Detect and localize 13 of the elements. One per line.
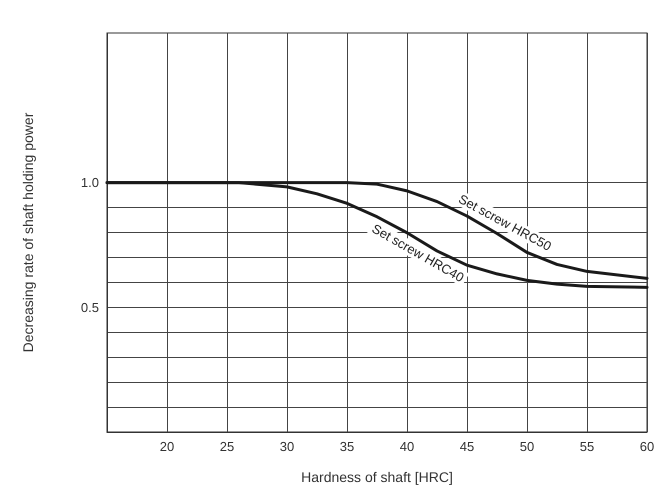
x-tick-label: 20 bbox=[160, 439, 174, 454]
x-tick-label: 55 bbox=[580, 439, 594, 454]
y-axis-title: Decreasing rate of shaft holding power bbox=[20, 112, 36, 352]
x-tick-label: 60 bbox=[640, 439, 654, 454]
x-axis-title: Hardness of shaft [HRC] bbox=[301, 469, 453, 485]
x-tick-label: 45 bbox=[460, 439, 474, 454]
x-tick-label: 25 bbox=[220, 439, 234, 454]
x-tick-label: 30 bbox=[280, 439, 294, 454]
y-tick-label: 1.0 bbox=[80, 175, 99, 190]
x-tick-label: 50 bbox=[520, 439, 534, 454]
x-tick-label: 40 bbox=[400, 439, 414, 454]
y-tick-label: 0.5 bbox=[80, 300, 99, 315]
x-tick-label: 35 bbox=[340, 439, 354, 454]
